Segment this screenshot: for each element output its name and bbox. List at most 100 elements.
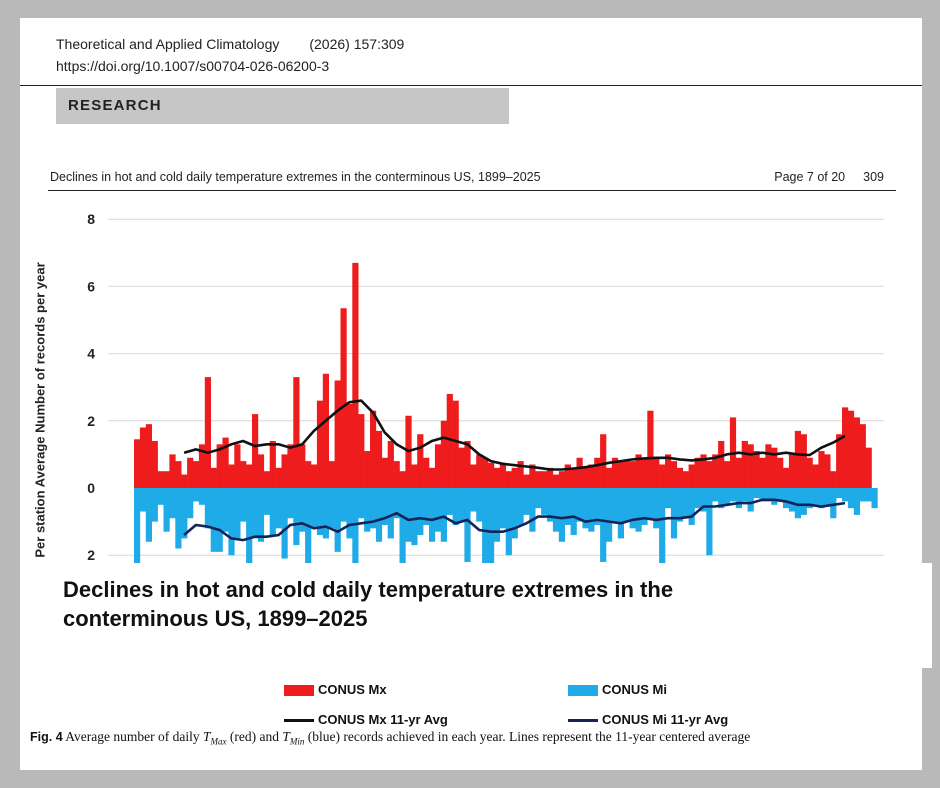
mi-bar [600,488,607,562]
mx-bar [753,451,760,488]
mx-bar [718,440,725,488]
mx-bar [464,440,471,488]
mx-bar [759,457,766,488]
mi-bar [281,488,288,559]
mx-bar [735,457,742,488]
conus-mx-bars [134,262,872,488]
mx-bar [700,454,707,488]
mx-bar [458,447,465,488]
mi-bar [240,488,247,522]
mx-bar [570,467,577,488]
page-number: 309 [863,170,884,184]
mx-bar [198,444,206,488]
mi-bar [588,488,595,532]
mx-bar [169,454,176,488]
mx-bar [257,454,265,488]
mx-bar [228,464,235,488]
mx-bar [434,444,442,488]
mx-bar [193,461,200,488]
mx-bar [511,467,518,488]
mx-bar [830,471,837,488]
mi-bar [541,488,548,515]
mi-bar [163,488,170,532]
legend-mx-label: CONUS Mx [318,682,387,697]
mx-bar [210,467,217,488]
mi-bar [187,488,194,519]
mx-bar [281,454,288,488]
mi-bar [794,488,801,519]
mi-bar [670,488,678,539]
mi-bar [429,488,436,542]
legend-mi-avg: CONUS Mi 11-yr Avg [568,712,728,727]
mi-bar [511,488,518,539]
mi-bar [423,488,430,525]
mi-bar [234,488,241,539]
mx-bar [712,454,719,488]
journal-name: Theoretical and Applied Climatology [56,36,280,52]
y-tick-label: 0 [87,480,95,496]
mx-bar [765,444,772,488]
mx-bar [806,457,813,488]
legend-mx: CONUS Mx [284,682,387,697]
title-overlay: Declines in hot and cold daily temperatu… [23,563,932,668]
mi-bar [836,488,843,499]
mx-bar [429,467,436,488]
mi-bar [865,488,872,502]
mi-bar [446,488,453,515]
mx-bar [411,464,418,488]
mx-bar [777,457,784,488]
mx-bar [647,410,654,488]
mi-bar [139,488,147,512]
mi-bar [647,488,654,519]
mi-bar [246,488,253,581]
mx-bar [269,440,276,488]
mx-bar [246,464,253,488]
mi-bar [547,488,554,522]
mx-bar [676,467,683,488]
caption-text-2: (red) and [226,729,283,744]
mi-bar [175,488,182,549]
mi-bar [735,488,742,509]
mx-bar [611,457,619,488]
doi-link[interactable]: https://doi.org/10.1007/s00704-026-06200… [56,58,330,74]
mx-bar [499,464,506,488]
mx-bar [564,464,571,488]
mx-bar [582,467,589,488]
mi-bar [741,488,748,502]
mx-bar [187,457,194,488]
mx-bar [364,451,371,488]
legend-mi-avg-label: CONUS Mi 11-yr Avg [602,712,729,727]
mx-bar [794,430,801,488]
mx-bar [399,471,406,488]
mi-bar [859,488,866,502]
mx-bar [824,454,831,488]
mx-bar [252,414,259,488]
mx-bar [653,457,660,488]
mi-bar [287,488,294,519]
mi-bar [818,488,825,509]
mi-bar [470,488,477,512]
mx-bar [181,474,188,488]
mi-bar [659,488,666,581]
mi-bar [375,488,383,542]
mx-bar [151,440,158,488]
mx-bar [771,447,778,488]
mi-bar [653,488,660,529]
legend-mi-swatch [568,685,598,697]
mx-bar [216,444,223,488]
mi-bar [842,488,849,502]
y-tick-label: 4 [87,346,95,362]
mx-bar [594,457,601,488]
mx-bar [381,457,388,488]
mx-bar [600,434,607,488]
caption-tmin-sub: Min [289,736,305,747]
journal-line: Theoretical and Applied Climatology (2026… [56,36,404,52]
mi-bar [228,488,235,556]
mx-bar [446,393,453,488]
mi-bar [322,488,329,539]
mx-bar [724,461,731,488]
mi-bar [482,488,489,566]
mi-bar [393,488,400,519]
mi-bar [724,488,731,505]
legend-mi: CONUS Mi [568,682,667,697]
